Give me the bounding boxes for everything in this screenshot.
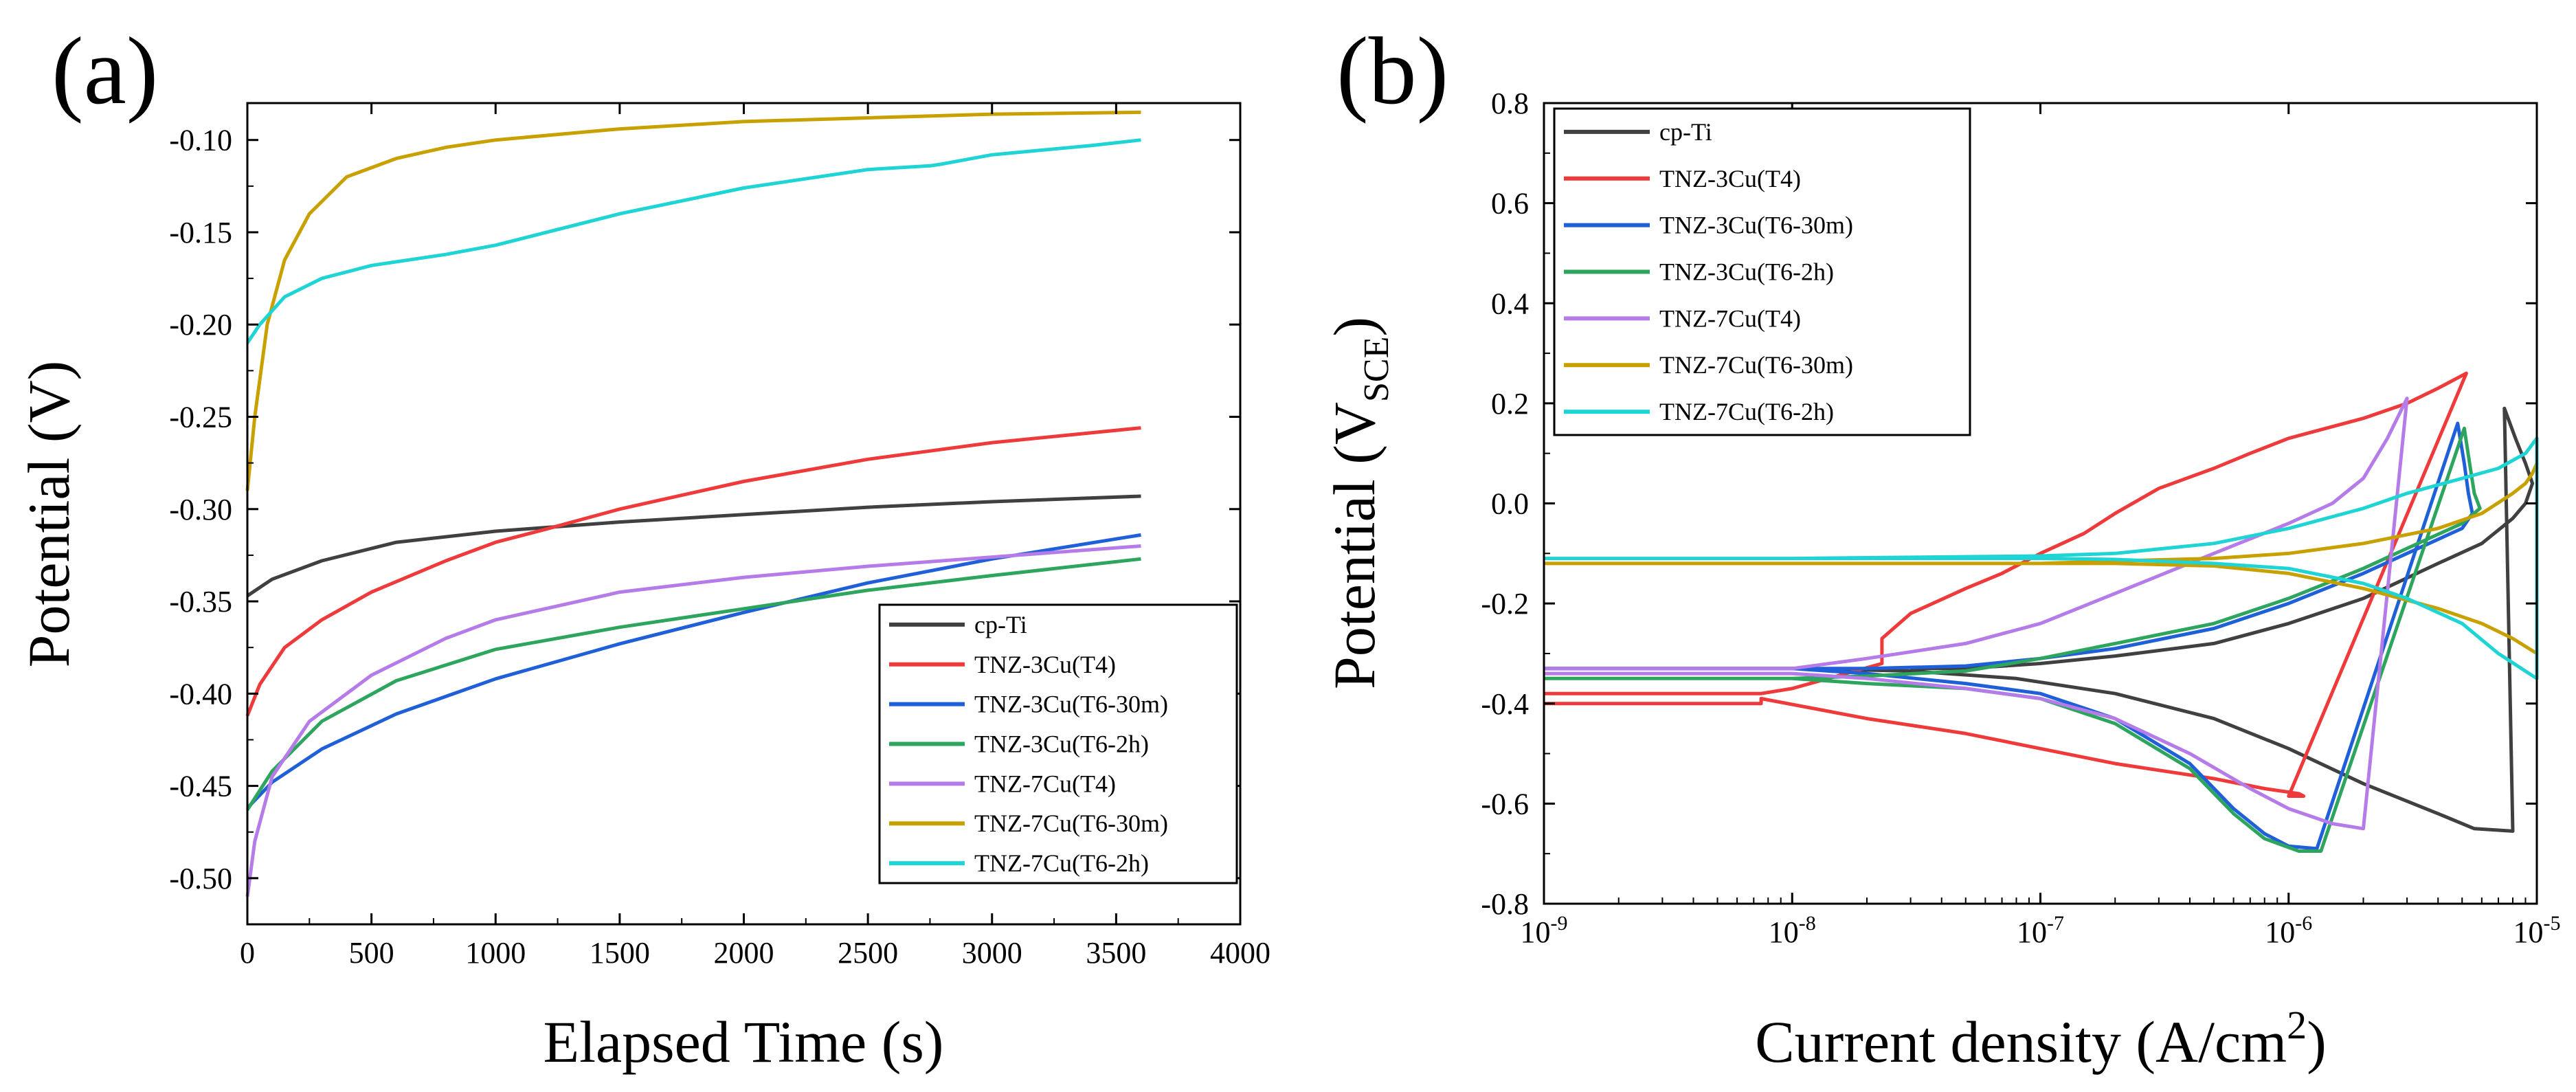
x-tick-label: 2500: [838, 936, 898, 970]
legend-label-tnz-3cu-t6-2h: TNZ-3Cu(T6-2h): [974, 731, 1149, 758]
x-tick-label-exponent: -8: [1799, 912, 1816, 935]
y-axis-label-b-subscript: SCE: [1357, 337, 1396, 402]
ticks-b: 10-9 10-8 10-7 10-6 10-5-0.8-0.6-0.4-0.20.00…: [1481, 87, 2560, 949]
y-tick-label: -0.10: [169, 124, 232, 157]
series-group-b: [1544, 371, 2539, 853]
x-axis-label-b-exponent: 2: [2287, 1003, 2307, 1047]
y-tick-label: -0.40: [169, 677, 232, 711]
series-line-tnz-7cu-t6-2h: [245, 138, 1141, 344]
y-tick-label: 0.6: [1491, 187, 1529, 221]
legend-label-tnz-3cu-t6-30m: TNZ-3Cu(T6-30m): [1659, 212, 1853, 239]
x-tick-label-exponent: -7: [2047, 912, 2064, 935]
x-tick-label: 0: [240, 936, 255, 970]
legend-label-tnz-7cu-t4: TNZ-7Cu(T4): [974, 770, 1116, 797]
legend-label-cp-ti: cp-Ti: [1659, 118, 1712, 146]
series-line-tnz-7cu-t4: [1544, 397, 2409, 831]
y-tick-label: -0.30: [169, 493, 232, 526]
x-tick-label-base: 10: [1521, 915, 1551, 949]
x-tick-label-exponent: -9: [1551, 912, 1568, 935]
y-tick-label: 0.4: [1491, 287, 1529, 320]
x-axis-label-b: Current density (A/cm2): [1755, 1003, 2326, 1075]
legend-a: cp-Ti TNZ-3Cu(T4) TNZ-3Cu(T6-30m) TNZ-3Cu(T…: [878, 603, 1238, 884]
series-line-cp-ti: [1544, 406, 2535, 833]
legend-label-tnz-3cu-t6-2h: TNZ-3Cu(T6-2h): [1659, 258, 1834, 286]
y-tick-label: -0.15: [169, 216, 232, 249]
x-tick-label: 4000: [1210, 936, 1270, 970]
x-tick-label-exponent: -6: [2295, 912, 2312, 935]
legend-label-tnz-7cu-t6-2h: TNZ-7Cu(T6-2h): [1659, 398, 1834, 425]
x-tick-label: 10-8: [1769, 912, 1816, 949]
x-tick-label: 10-6: [2265, 912, 2312, 949]
legend-label-tnz-7cu-t6-2h: TNZ-7Cu(T6-2h): [974, 849, 1149, 877]
legend-label-tnz-7cu-t4: TNZ-7Cu(T4): [1659, 304, 1801, 332]
panel-label-b: (b): [1336, 18, 1448, 124]
x-tick-label: 1500: [590, 936, 650, 970]
panel-label-a: (a): [52, 18, 158, 124]
y-tick-label: 0.2: [1491, 387, 1529, 421]
ticks-a: 0 500 1000 1500 2000 2500 3000 3500 4000 -0.50 -0.…: [169, 103, 1270, 970]
y-axis-label-a: Potential (V): [16, 361, 82, 668]
x-tick-label: 2000: [714, 936, 774, 970]
x-tick-label: 10-9: [1521, 912, 1568, 949]
y-axis-label-b-text: Potential (V: [1321, 402, 1387, 689]
x-tick-label: 3000: [962, 936, 1022, 970]
x-tick-label-base: 10: [2513, 915, 2544, 949]
y-tick-label: 0.8: [1491, 87, 1529, 120]
x-tick-label: 1000: [465, 936, 526, 970]
x-tick-label-base: 10: [2265, 915, 2295, 949]
x-axis-label-b-close: ): [2307, 1009, 2327, 1075]
series-line-tnz-7cu-t4: [245, 544, 1141, 898]
chart-panel-a: (a) 0 500 1000 1500 2000 2500 3000 3500 4000 -0.5…: [16, 18, 1270, 1075]
x-tick-label: 10-5: [2513, 912, 2561, 949]
series-group-a: [245, 110, 1141, 898]
legend-b: cp-Ti TNZ-3Cu(T4) TNZ-3Cu(T6-30m) TNZ-3Cu(T…: [1553, 107, 1971, 436]
x-axis-label-b-text: Current density (A/cm: [1755, 1009, 2287, 1075]
y-tick-label: -0.35: [169, 585, 232, 619]
legend-label-cp-ti: cp-Ti: [974, 611, 1027, 638]
chart-panel-b: (b) 10-9 10-8 10-7 10-6 10-5-0.8-0.6-0.4-0.2…: [1321, 18, 2561, 1075]
legend-label-tnz-7cu-t6-30m: TNZ-7Cu(T6-30m): [1659, 351, 1853, 379]
y-axis-label-b: Potential (VSCE): [1321, 317, 1396, 689]
series-line-tnz-3cu-t6-30m: [246, 533, 1141, 810]
series-line-tnz-7cu-t6-30m: [245, 110, 1141, 491]
x-tick-label-exponent: -5: [2544, 912, 2561, 935]
y-tick-label: -0.8: [1481, 887, 1529, 921]
x-tick-label-base: 10: [1769, 915, 1799, 949]
y-tick-label: -0.50: [169, 862, 232, 895]
series-line-tnz-3cu-t6-2h: [245, 557, 1141, 811]
y-tick-label: -0.2: [1481, 587, 1529, 621]
y-tick-label: -0.20: [169, 308, 232, 342]
legend-label-tnz-3cu-t4: TNZ-3Cu(T4): [974, 651, 1116, 678]
y-tick-label: -0.4: [1481, 687, 1529, 721]
x-tick-label: 10-7: [2017, 912, 2064, 949]
legend-label-tnz-7cu-t6-30m: TNZ-7Cu(T6-30m): [974, 810, 1168, 837]
series-line-tnz-3cu-t6-30m: [1544, 421, 2474, 851]
x-axis-label-a: Elapsed Time (s): [544, 1009, 944, 1075]
legend-label-tnz-3cu-t6-30m: TNZ-3Cu(T6-30m): [974, 691, 1168, 718]
x-tick-label-base: 10: [2017, 915, 2047, 949]
y-tick-label: 0.0: [1491, 487, 1529, 521]
y-tick-label: -0.25: [169, 401, 232, 434]
series-line-tnz-3cu-t4: [245, 426, 1141, 717]
y-tick-label: -0.6: [1481, 787, 1529, 821]
x-tick-label: 500: [349, 936, 394, 970]
series-line-cp-ti: [246, 494, 1141, 598]
legend-label-tnz-3cu-t4: TNZ-3Cu(T4): [1659, 165, 1801, 192]
y-tick-label: -0.45: [169, 770, 232, 803]
x-tick-label: 3500: [1086, 936, 1146, 970]
series-line-tnz-3cu-t6-2h: [1544, 426, 2482, 853]
series-line-tnz-3cu-t4: [1544, 371, 2468, 798]
y-axis-label-b-close: ): [1321, 317, 1387, 337]
